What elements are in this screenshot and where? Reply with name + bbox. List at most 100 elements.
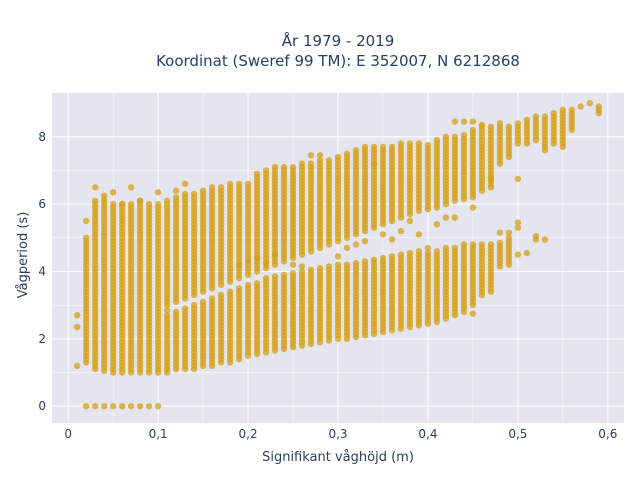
data-point [163,307,171,314]
x-tick-label: 0 [64,427,72,441]
data-point [316,152,324,159]
data-point [469,241,477,248]
data-point [74,323,81,331]
data-point [505,229,513,236]
data-point [352,241,360,248]
data-point [433,221,441,228]
data-point [334,261,342,268]
data-point [370,143,378,151]
data-point [298,160,306,167]
y-tick-label: 2 [38,332,46,346]
data-point [424,249,432,257]
data-point [127,184,135,191]
data-point [469,118,477,125]
data-point [406,140,414,147]
data-point [253,170,261,177]
data-points [74,99,602,410]
data-point [154,189,162,196]
data-point [496,239,504,246]
y-axis-ticks: 0 2 4 6 8 [38,130,46,413]
data-point [289,261,297,268]
data-point [451,133,459,140]
data-point [361,238,369,245]
data-point [595,103,602,110]
y-tick-label: 0 [38,399,46,413]
data-point [83,234,90,241]
data-point [352,147,360,154]
data-point [334,253,342,260]
data-point [487,175,495,183]
y-tick-label: 6 [38,197,46,211]
data-point [280,271,288,278]
data-point [451,118,459,125]
data-point [92,184,99,191]
data-point [181,190,189,198]
data-point [568,106,575,114]
data-point [226,180,234,188]
data-point [442,244,450,252]
y-tick-label: 4 [38,264,46,278]
data-point [316,264,324,272]
data-point [217,184,225,191]
data-point [271,163,279,171]
data-point [397,140,405,147]
data-point [154,403,162,410]
data-point [235,285,243,292]
data-point [478,241,486,248]
chart-title-line1: År 1979 - 2019 [282,31,395,50]
data-point [487,123,495,130]
data-point [208,295,216,302]
data-point [235,261,243,268]
data-point [244,258,252,265]
data-point [136,197,144,204]
data-point [110,403,117,410]
data-point [460,118,468,125]
x-tick-label: 0,6 [598,427,617,441]
data-point [379,143,387,151]
data-point [280,163,288,171]
data-point [343,244,351,252]
data-point [433,136,441,144]
data-point [154,200,162,208]
data-point [460,131,468,139]
data-point [523,116,531,124]
x-axis-ticks: 0 0,1 0,2 0,3 0,4 0,5 0,6 [64,427,617,441]
data-point [370,160,378,167]
data-point [262,259,270,267]
data-point [415,248,423,255]
data-point [451,244,459,252]
data-point [379,254,387,262]
data-point [541,236,549,243]
data-point [235,180,243,188]
data-point [586,99,593,107]
data-point [388,236,396,243]
data-point [514,120,522,127]
data-point [460,241,468,248]
data-point [505,123,513,130]
data-point [469,310,477,317]
data-point [208,184,216,191]
data-point [370,256,378,263]
y-axis-label: Vågperiod (s) [16,212,31,299]
x-tick-label: 0,2 [239,427,258,441]
x-axis-label: Signifikant våghöjd (m) [262,450,414,465]
data-point [74,312,81,319]
data-point [119,200,126,208]
data-point [217,291,225,299]
x-tick-label: 0,1 [149,427,168,441]
data-point [298,263,306,270]
data-point [145,403,153,410]
data-point [397,251,405,258]
data-point [514,251,522,258]
data-point [271,251,279,258]
data-point [110,200,117,208]
data-point [244,281,252,289]
data-point [199,187,207,194]
x-tick-label: 0,5 [508,427,527,441]
data-point [101,192,108,199]
data-point [388,143,396,151]
data-point [415,140,423,147]
data-point [469,204,477,211]
data-point [550,110,557,117]
